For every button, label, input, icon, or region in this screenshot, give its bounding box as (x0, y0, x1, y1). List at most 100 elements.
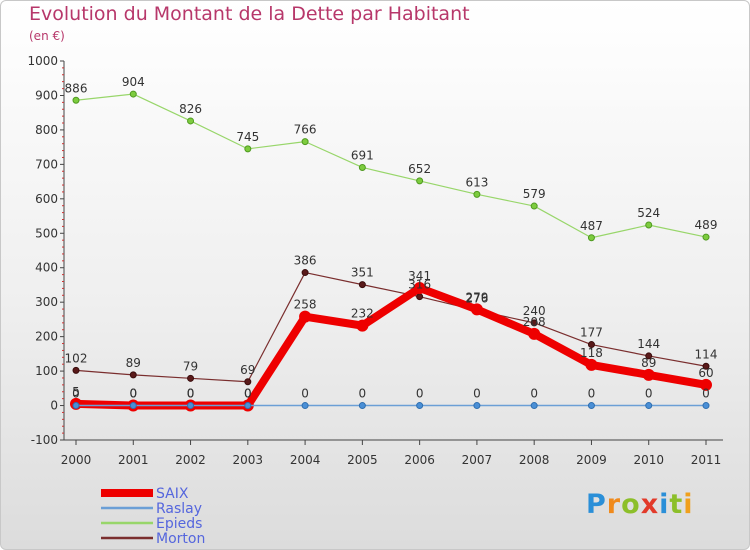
data-label-morton: 102 (65, 351, 88, 365)
data-label-saix: 5 (72, 385, 80, 399)
series-line-epieds (75, 93, 707, 239)
data-point-raslay (530, 402, 538, 410)
y-tick-label: 700 (35, 157, 58, 171)
data-label-saix: 208 (523, 315, 546, 329)
data-point-morton (187, 374, 195, 382)
y-tick-label: 300 (35, 295, 58, 309)
x-tick-label: 2006 (404, 453, 435, 467)
y-tick-label: 200 (35, 330, 58, 344)
data-point-saix (470, 303, 483, 316)
data-point-saix (356, 319, 369, 332)
data-label-raslay: 0 (416, 387, 424, 401)
x-tick-label: 2008 (519, 453, 550, 467)
data-label-epieds: 904 (122, 75, 145, 89)
data-label-raslay: 0 (129, 387, 137, 401)
data-point-epieds (645, 221, 653, 229)
legend-label-epieds: Epieds (156, 516, 202, 532)
y-tick-label: 1000 (27, 54, 58, 68)
series-lines (70, 90, 712, 412)
data-point-epieds (72, 96, 80, 104)
data-label-morton: 69 (240, 363, 255, 377)
data-label-raslay: 0 (530, 387, 538, 401)
legend-label-saix: SAIX (156, 486, 189, 502)
y-tick-label: -100 (31, 433, 58, 447)
data-label-epieds: 613 (465, 175, 488, 189)
data-point-morton (301, 269, 309, 277)
data-point-epieds (473, 190, 481, 198)
y-tick-label: 400 (35, 261, 58, 275)
data-point-morton (702, 362, 710, 370)
axes: -100010020030040050060070080090010002000… (27, 54, 723, 467)
data-label-raslay: 0 (72, 387, 80, 401)
proxiti-logo: Proxiti (586, 489, 694, 520)
data-label-epieds: 691 (351, 148, 374, 162)
data-label-saix: 258 (294, 298, 317, 312)
data-point-morton (358, 281, 366, 289)
data-label-morton: 79 (183, 359, 198, 373)
data-point-morton (416, 293, 424, 301)
y-tick-label: 800 (35, 123, 58, 137)
x-tick-label: 2005 (347, 453, 378, 467)
data-point-saix (700, 378, 712, 391)
data-label-epieds: 579 (523, 187, 546, 201)
data-point-raslay (187, 402, 195, 410)
data-point-morton (645, 352, 653, 360)
legend-label-raslay: Raslay (156, 501, 202, 517)
data-label-saix: 0 (187, 387, 195, 401)
y-tick-label: 100 (35, 364, 58, 378)
data-point-raslay (72, 402, 80, 410)
x-tick-label: 2011 (691, 453, 722, 467)
chart-subtitle: (en €) (29, 29, 65, 43)
data-point-epieds (587, 234, 595, 242)
data-point-epieds (129, 90, 137, 98)
x-tick-label: 2002 (175, 453, 206, 467)
data-label-epieds: 766 (294, 123, 317, 137)
data-label-raslay: 0 (473, 387, 481, 401)
data-point-raslay (645, 402, 653, 410)
data-point-morton (244, 378, 252, 386)
data-label-saix: 0 (244, 387, 252, 401)
data-point-epieds (702, 233, 710, 241)
data-label-epieds: 826 (179, 102, 202, 116)
data-label-epieds: 489 (695, 218, 718, 232)
data-label-epieds: 487 (580, 219, 603, 233)
data-label-saix: 232 (351, 307, 374, 321)
data-point-raslay (358, 402, 366, 410)
data-label-morton: 351 (351, 266, 374, 280)
data-label-saix: 279 (465, 290, 488, 304)
data-point-saix (299, 310, 312, 323)
x-tick-label: 2004 (290, 453, 321, 467)
data-point-epieds (416, 177, 424, 185)
data-point-saix (528, 327, 541, 340)
data-point-raslay (244, 402, 252, 410)
data-label-epieds: 886 (65, 81, 88, 95)
data-label-raslay: 0 (702, 387, 710, 401)
data-point-epieds (244, 145, 252, 153)
y-tick-label: 500 (35, 226, 58, 240)
y-tick-label: 900 (35, 88, 58, 102)
data-point-raslay (301, 402, 309, 410)
data-label-morton: 144 (637, 337, 660, 351)
data-label-morton: 114 (695, 347, 718, 361)
data-label-raslay: 0 (645, 387, 653, 401)
data-label-morton: 386 (294, 254, 317, 268)
data-label-epieds: 652 (408, 162, 431, 176)
data-point-morton (72, 366, 80, 374)
x-tick-label: 2007 (462, 453, 493, 467)
legend-label-morton: Morton (156, 531, 205, 547)
data-point-saix (642, 368, 655, 381)
data-label-saix: 60 (698, 366, 713, 380)
x-tick-label: 2003 (233, 453, 264, 467)
data-point-raslay (473, 402, 481, 410)
x-tick-label: 2010 (633, 453, 664, 467)
series-line-morton (75, 271, 707, 383)
data-point-saix (585, 358, 598, 371)
data-label-raslay: 0 (588, 387, 596, 401)
data-label-saix: 89 (641, 356, 656, 370)
data-point-saix (413, 282, 426, 295)
data-label-saix: 0 (129, 387, 137, 401)
